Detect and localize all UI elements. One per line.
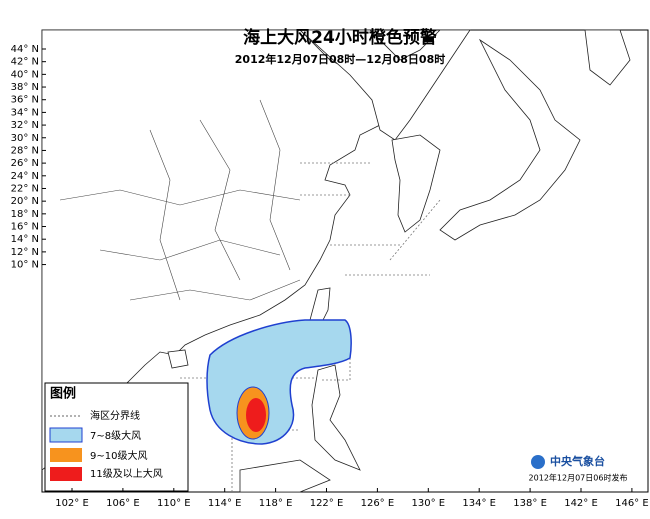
lon-label: 114° E <box>208 498 242 509</box>
lon-label: 146° E <box>615 498 649 509</box>
lat-label: 12° N <box>11 247 39 258</box>
legend-swatch <box>50 448 82 462</box>
lon-label: 126° E <box>361 498 395 509</box>
lat-label: 38° N <box>11 82 39 93</box>
lon-label: 122° E <box>310 498 344 509</box>
lat-label: 36° N <box>11 95 39 106</box>
legend-swatch <box>49 427 83 443</box>
province-borders <box>59 99 301 301</box>
lat-label: 22° N <box>11 183 39 194</box>
subtitle: 2012年12月07日08时—12月08日08时 <box>235 52 445 66</box>
lat-label: 30° N <box>11 133 39 144</box>
lat-label: 18° N <box>11 209 39 220</box>
lat-label: 28° N <box>11 145 39 156</box>
lat-label: 44° N <box>11 44 39 55</box>
lat-label: 40° N <box>11 69 39 80</box>
lat-label: 34° N <box>11 107 39 118</box>
lat-label: 32° N <box>11 120 39 131</box>
title: 海上大风24小时橙色预警 <box>243 27 437 48</box>
lon-label: 110° E <box>157 498 191 509</box>
lat-label: 26° N <box>11 158 39 169</box>
agency-name: 中央气象台 <box>550 454 605 468</box>
legend-label: 11级及以上大风 <box>90 467 163 480</box>
lon-label: 130° E <box>412 498 446 509</box>
lon-label: 142° E <box>564 498 598 509</box>
lat-label: 16° N <box>11 222 39 233</box>
agency-logo <box>531 455 545 469</box>
lat-label: 20° N <box>11 196 39 207</box>
legend-label: 7~8级大风 <box>90 429 141 442</box>
lon-label: 118° E <box>259 498 293 509</box>
land <box>41 29 631 493</box>
legend-label: 海区分界线 <box>90 409 140 422</box>
graticule-labels: 44° N 42° N40° N 38° N 36° N34° N 32° N 30° N… <box>11 44 649 509</box>
lat-label: 10° N <box>11 260 39 271</box>
lon-label: 102° E <box>55 498 89 509</box>
legend-title: 图例 <box>50 386 76 402</box>
lon-label: 106° E <box>106 498 140 509</box>
legend-swatch <box>50 467 82 481</box>
lat-label: 24° N <box>11 171 39 182</box>
lon-label: 134° E <box>462 498 496 509</box>
legend-label: 9~10级大风 <box>90 449 147 462</box>
lat-label: 42° N <box>11 57 39 68</box>
lon-label: 138° E <box>513 498 547 509</box>
wind-zone-11-plus <box>246 398 266 432</box>
legend: 图例 海区分界线 7~8级大风 9~10级大风 11级及以上大风 <box>44 382 189 492</box>
lat-label: 14° N <box>11 234 39 245</box>
issue-time: 2012年12月07日06时发布 <box>529 473 628 483</box>
